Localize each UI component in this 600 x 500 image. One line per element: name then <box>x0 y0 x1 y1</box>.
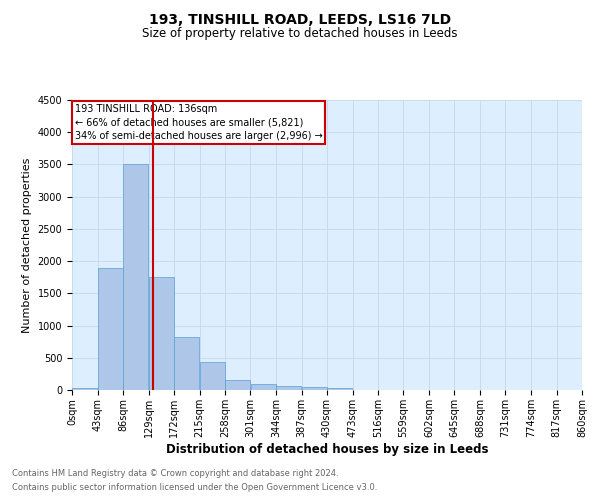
Text: Contains public sector information licensed under the Open Government Licence v3: Contains public sector information licen… <box>12 484 377 492</box>
Bar <box>276 386 301 390</box>
Bar <box>98 268 123 390</box>
Bar <box>327 388 352 390</box>
Bar <box>225 380 250 390</box>
Bar <box>200 362 225 390</box>
Bar <box>123 164 148 390</box>
X-axis label: Distribution of detached houses by size in Leeds: Distribution of detached houses by size … <box>166 442 488 456</box>
Y-axis label: Number of detached properties: Number of detached properties <box>22 158 32 332</box>
Bar <box>302 387 327 390</box>
Text: Contains HM Land Registry data © Crown copyright and database right 2024.: Contains HM Land Registry data © Crown c… <box>12 468 338 477</box>
Text: 193 TINSHILL ROAD: 136sqm
← 66% of detached houses are smaller (5,821)
34% of se: 193 TINSHILL ROAD: 136sqm ← 66% of detac… <box>74 104 322 141</box>
Bar <box>251 384 276 390</box>
Bar <box>72 388 97 390</box>
Text: Size of property relative to detached houses in Leeds: Size of property relative to detached ho… <box>142 28 458 40</box>
Text: 193, TINSHILL ROAD, LEEDS, LS16 7LD: 193, TINSHILL ROAD, LEEDS, LS16 7LD <box>149 12 451 26</box>
Bar <box>174 336 199 390</box>
Bar <box>149 277 174 390</box>
